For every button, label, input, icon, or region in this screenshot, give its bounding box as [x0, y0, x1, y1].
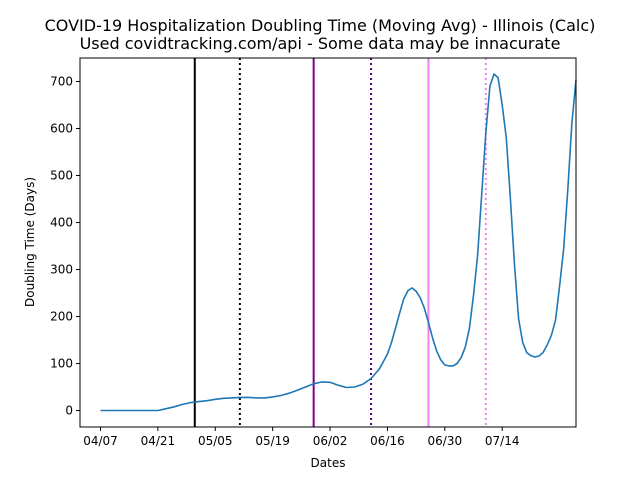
x-tick-label: 05/19 [255, 434, 290, 448]
y-tick-label: 500 [50, 169, 73, 183]
x-tick-label: 06/16 [370, 434, 405, 448]
y-tick-label: 600 [50, 122, 73, 136]
series-group [100, 73, 577, 412]
y-tick-label: 700 [50, 75, 73, 89]
x-tick-label: 04/21 [141, 434, 176, 448]
y-axis-label: Doubling Time (Days) [23, 177, 37, 307]
y-tick-label: 200 [50, 310, 73, 324]
x-tick-label: 06/30 [428, 434, 463, 448]
x-tick-label: 07/14 [485, 434, 520, 448]
x-tick-label: 04/07 [83, 434, 118, 448]
series-line-1 [100, 73, 577, 412]
x-tick-label: 06/02 [313, 434, 348, 448]
x-axis-label: Dates [311, 456, 346, 470]
y-tick-label: 100 [50, 357, 73, 371]
y-tick-label: 300 [50, 263, 73, 277]
chart-subtitle: Used covidtracking.com/api - Some data m… [80, 34, 561, 53]
chart-title: COVID-19 Hospitalization Doubling Time (… [45, 16, 596, 35]
x-axis-ticks: 04/07 04/21 05/05 05/19 06/02 06/16 06/30 07/14 [83, 427, 520, 448]
x-tick-label: 05/05 [198, 434, 233, 448]
event-lines [193, 58, 487, 427]
y-tick-label: 0 [65, 404, 73, 418]
y-axis-ticks: 0 100 200 300 400 500 600 700 [50, 75, 80, 418]
y-tick-label: 400 [50, 216, 73, 230]
plot-frame [79, 57, 577, 428]
